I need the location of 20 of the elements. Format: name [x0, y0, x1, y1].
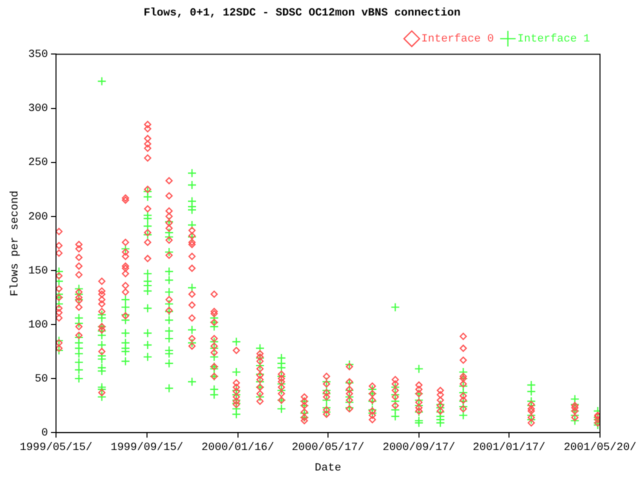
- legend-label: Interface 1: [517, 34, 590, 46]
- legend-label: Interface 0: [421, 34, 494, 46]
- x-tick-label: 2000/05/17/: [292, 442, 364, 454]
- y-tick-label: 150: [28, 265, 48, 278]
- x-tick-label: 1999/09/15/: [110, 442, 184, 454]
- x-tick-label: 2001/01/17/: [472, 442, 546, 454]
- y-tick-label: 200: [28, 211, 48, 224]
- y-tick-label: 0: [41, 428, 48, 440]
- y-tick-label: 100: [28, 319, 48, 332]
- x-axis-title: Date: [314, 462, 342, 474]
- x-tick-label: 2000/09/17/: [382, 442, 456, 454]
- y-tick-label: 250: [28, 157, 48, 170]
- y-axis-title: Flows per second: [10, 190, 22, 296]
- x-tick-label: 1999/05/15/: [20, 442, 92, 454]
- x-tick-label: 2000/01/16/: [202, 442, 274, 454]
- y-tick-label: 300: [28, 103, 48, 116]
- y-tick-label: 350: [28, 49, 48, 62]
- chart-title: Flows, 0+1, 12SDC - SDSC OC12mon vBNS connection: [144, 7, 460, 20]
- x-tick-label: 2001/05/20/: [564, 442, 636, 454]
- y-tick-label: 50: [34, 373, 48, 386]
